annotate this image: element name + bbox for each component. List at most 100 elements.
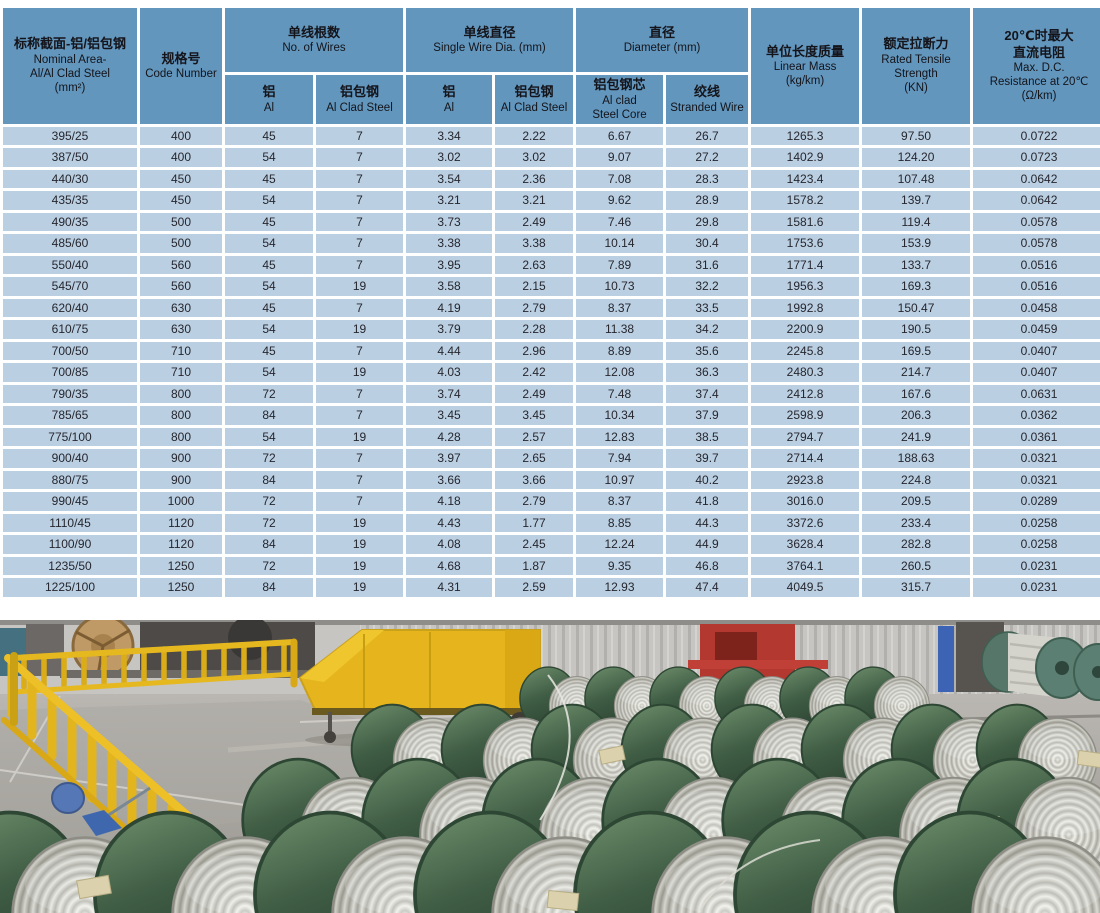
table-cell: 241.9 [862, 427, 971, 447]
table-cell: 45 [225, 169, 313, 189]
table-cell: 2.36 [495, 169, 574, 189]
table-cell: 7.46 [576, 212, 664, 232]
table-cell: 11.38 [576, 320, 664, 339]
table-cell: 620/40 [3, 298, 137, 318]
table-cell: 3016.0 [751, 492, 860, 511]
table-cell: 7 [316, 470, 404, 490]
table-cell: 19 [316, 427, 404, 447]
table-cell: 3.21 [495, 191, 574, 210]
table-cell: 3.74 [406, 384, 493, 404]
table-cell: 19 [316, 363, 404, 382]
table-cell: 190.5 [862, 320, 971, 339]
table-cell: 900 [140, 470, 222, 490]
table-cell: 72 [225, 513, 313, 533]
table-cell: 710 [140, 363, 222, 382]
table-cell: 38.5 [666, 427, 749, 447]
table-row: 1100/90 1120 84 19 4.08 2.45 12.24 44.9 3628.4 28… [3, 535, 1100, 554]
table-cell: 2412.8 [751, 384, 860, 404]
table-cell: 2.45 [495, 535, 574, 554]
spec-table: 标称截面-铝/铝包钢 Nominal Area- Al/Al Clad Stee… [0, 5, 1100, 600]
header-rated-tensile-strength: 额定拉断力 Rated Tensile Strength (KN) [862, 8, 971, 124]
table-cell: 40.2 [666, 470, 749, 490]
table-cell: 7 [316, 406, 404, 425]
table-cell: 710 [140, 341, 222, 361]
header-nominal-area: 标称截面-铝/铝包钢 Nominal Area- Al/Al Clad Stee… [3, 8, 137, 124]
table-cell: 206.3 [862, 406, 971, 425]
spool-row-foreground [0, 810, 1100, 913]
table-cell: 54 [225, 320, 313, 339]
table-cell: 2.79 [495, 298, 574, 318]
table-cell: 0.0642 [973, 191, 1100, 210]
table-cell: 9.07 [576, 148, 664, 167]
table-cell: 3.95 [406, 255, 493, 275]
table-cell: 560 [140, 255, 222, 275]
table-cell: 1771.4 [751, 255, 860, 275]
table-cell: 900 [140, 449, 222, 468]
table-cell: 0.0578 [973, 212, 1100, 232]
table-cell: 8.37 [576, 298, 664, 318]
table-cell: 35.6 [666, 341, 749, 361]
loose-wire-strand [539, 674, 821, 911]
table-cell: 7 [316, 384, 404, 404]
table-cell: 72 [225, 449, 313, 468]
table-cell: 72 [225, 556, 313, 576]
table-cell: 28.9 [666, 191, 749, 210]
table-cell: 315.7 [862, 578, 971, 597]
table-cell: 124.20 [862, 148, 971, 167]
table-cell: 2.59 [495, 578, 574, 597]
table-row: 880/75 900 84 7 3.66 3.66 10.97 40.2 2923.8 224.8… [3, 470, 1100, 490]
table-cell: 0.0631 [973, 384, 1100, 404]
table-cell: 0.0321 [973, 470, 1100, 490]
table-cell: 4.19 [406, 298, 493, 318]
table-cell: 7 [316, 148, 404, 167]
table-row: 700/50 710 45 7 4.44 2.96 8.89 35.6 2245.8 169.5 0… [3, 341, 1100, 361]
table-cell: 545/70 [3, 277, 137, 296]
table-cell: 107.48 [862, 169, 971, 189]
table-cell: 1120 [140, 535, 222, 554]
table-cell: 84 [225, 406, 313, 425]
table-cell: 4.43 [406, 513, 493, 533]
table-cell: 490/35 [3, 212, 137, 232]
table-cell: 0.0258 [973, 513, 1100, 533]
blue-disc [51, 781, 85, 814]
table-cell: 45 [225, 341, 313, 361]
table-cell: 485/60 [3, 234, 137, 253]
factory-photo [0, 619, 1100, 913]
table-cell: 3764.1 [751, 556, 860, 576]
table-cell: 0.0642 [973, 169, 1100, 189]
table-cell: 1753.6 [751, 234, 860, 253]
table-cell: 3628.4 [751, 535, 860, 554]
table-cell: 2245.8 [751, 341, 860, 361]
table-cell: 45 [225, 126, 313, 146]
table-cell: 29.8 [666, 212, 749, 232]
table-cell: 44.9 [666, 535, 749, 554]
table-cell: 4049.5 [751, 578, 860, 597]
table-cell: 10.14 [576, 234, 664, 253]
table-row: 790/35 800 72 7 3.74 2.49 7.48 37.4 2412.8 167.6 0… [3, 384, 1100, 404]
table-cell: 12.24 [576, 535, 664, 554]
table-cell: 1225/100 [3, 578, 137, 597]
table-cell: 2598.9 [751, 406, 860, 425]
table-cell: 3.38 [495, 234, 574, 253]
table-cell: 2.15 [495, 277, 574, 296]
spec-table-body: 395/25 400 45 7 3.34 2.22 6.67 26.7 1265.3 97.50 0… [3, 126, 1100, 597]
table-cell: 900/40 [3, 449, 137, 468]
table-cell: 790/35 [3, 384, 137, 404]
header-max-dc-resistance: 20℃时最大 直流电阻 Max. D.C. Resistance at 20℃ … [973, 8, 1100, 124]
table-cell: 7.94 [576, 449, 664, 468]
table-cell: 2.79 [495, 492, 574, 511]
table-cell: 1402.9 [751, 148, 860, 167]
table-cell: 7 [316, 492, 404, 511]
table-cell: 19 [316, 578, 404, 597]
table-cell: 0.0459 [973, 320, 1100, 339]
table-cell: 1581.6 [751, 212, 860, 232]
table-cell: 0.0231 [973, 556, 1100, 576]
table-cell: 30.4 [666, 234, 749, 253]
table-cell: 34.2 [666, 320, 749, 339]
table-cell: 0.0361 [973, 427, 1100, 447]
table-row: 440/30 450 45 7 3.54 2.36 7.08 28.3 1423.4 107.48… [3, 169, 1100, 189]
table-row: 387/50 400 54 7 3.02 3.02 9.07 27.2 1402.9 124.20… [3, 148, 1100, 167]
table-cell: 33.5 [666, 298, 749, 318]
table-cell: 37.9 [666, 406, 749, 425]
table-cell: 560 [140, 277, 222, 296]
